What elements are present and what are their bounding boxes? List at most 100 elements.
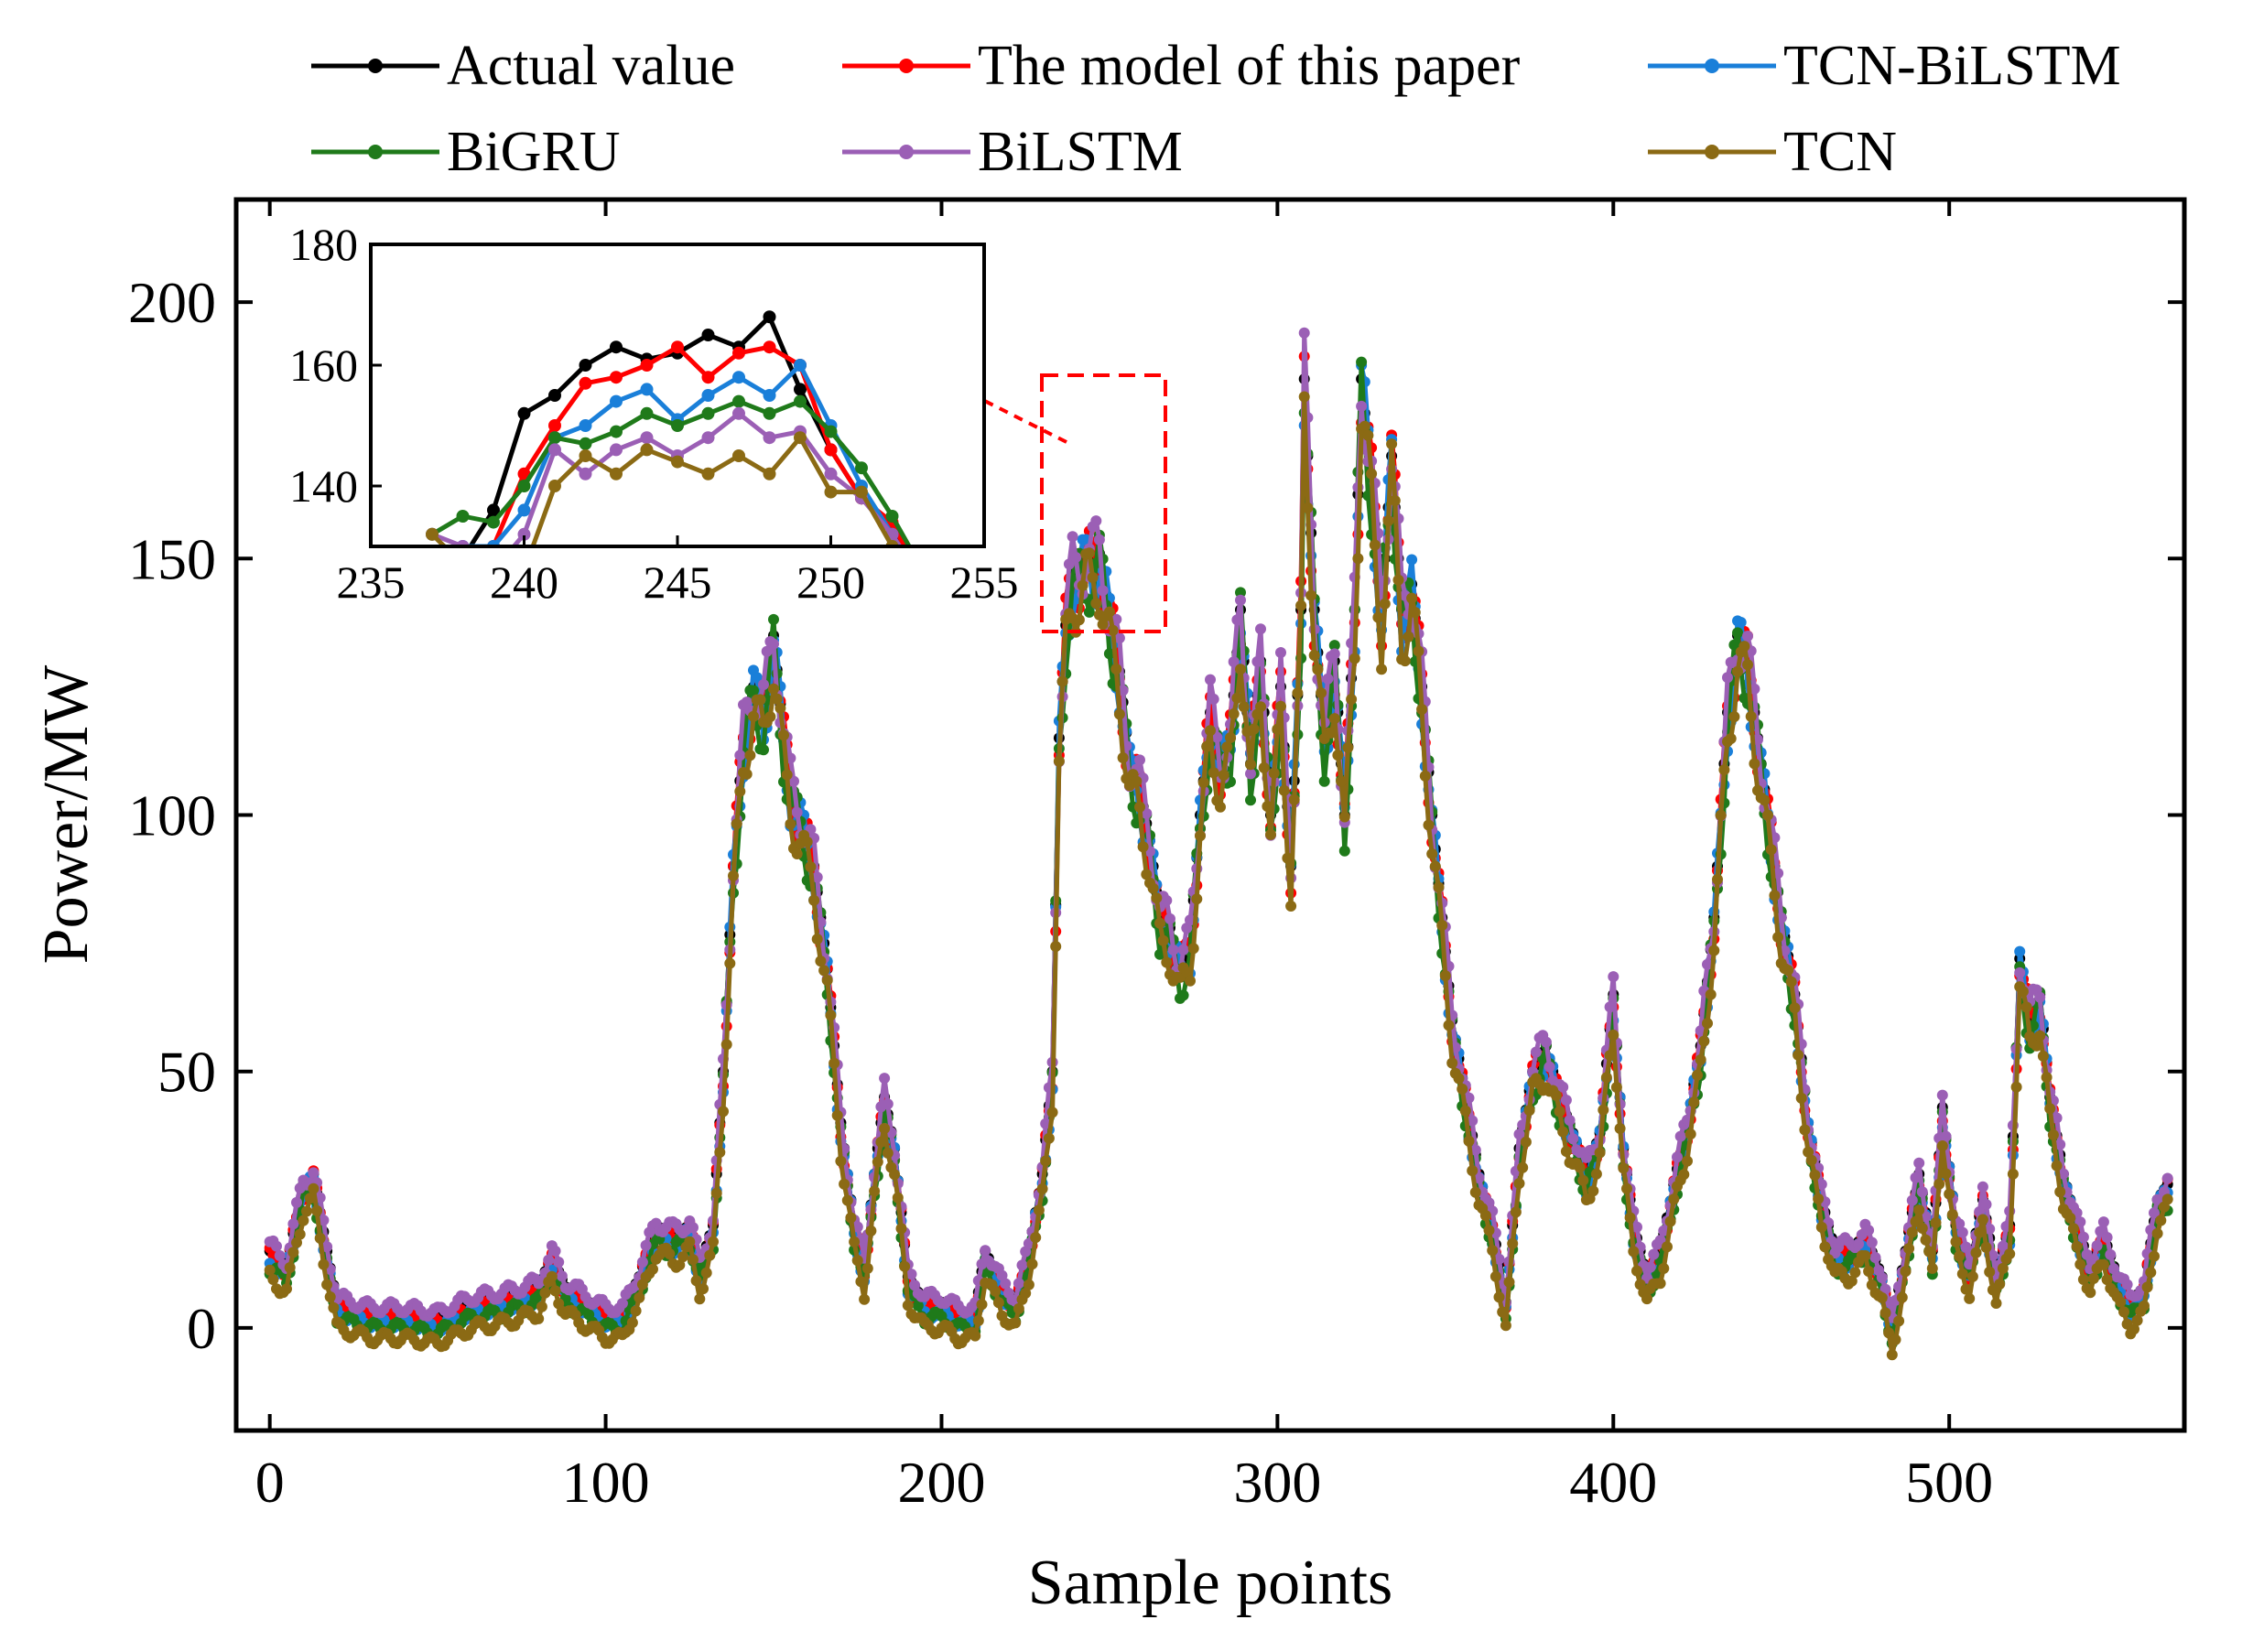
data-point (1013, 1302, 1024, 1314)
data-point (1416, 704, 1428, 715)
data-point (1738, 641, 1750, 653)
data-point (849, 1236, 861, 1247)
data-point (2064, 1212, 2076, 1224)
data-point (1497, 1306, 1509, 1318)
data-point (1672, 1151, 1683, 1163)
data-point (267, 1274, 279, 1285)
data-point (2041, 1072, 2053, 1084)
data-point (1467, 1115, 1479, 1127)
data-point (1235, 594, 1246, 606)
inset-data-point (763, 467, 776, 480)
data-point (1930, 1217, 1942, 1228)
data-point (1429, 860, 1441, 872)
data-point (1809, 1169, 1821, 1181)
data-point (1977, 1181, 1988, 1193)
data-point (1117, 752, 1129, 763)
data-point (1248, 723, 1260, 735)
data-point (1608, 1029, 1619, 1041)
data-point (1567, 1133, 1579, 1145)
data-point (2004, 1248, 2016, 1259)
data-point (1803, 1146, 1814, 1158)
data-point (1590, 1168, 1602, 1180)
data-point (879, 1073, 891, 1085)
data-point (2044, 1103, 2056, 1115)
data-point (1097, 619, 1109, 631)
data-point (1073, 614, 1085, 626)
data-point (1903, 1243, 1915, 1255)
data-point (298, 1215, 309, 1226)
data-point (1594, 1147, 1606, 1159)
data-point (1483, 1225, 1495, 1236)
inset-data-point (732, 346, 745, 360)
data-point (818, 965, 830, 977)
data-point (2115, 1296, 2127, 1308)
inset-data-point (794, 431, 807, 445)
inset-data-point (517, 480, 531, 492)
inset-data-point (426, 527, 439, 541)
inset-data-point (794, 383, 807, 396)
inset-data-point (517, 503, 531, 517)
data-point (1272, 723, 1284, 735)
data-point (872, 1156, 883, 1168)
data-point (2077, 1231, 2089, 1243)
zoom-region-box (1040, 373, 1167, 633)
data-point (1725, 733, 1737, 744)
data-point (748, 710, 759, 722)
legend-swatch-marker (368, 145, 383, 159)
data-point (741, 768, 753, 780)
legend: Actual value The model of this paper TCN-B… (311, 35, 2121, 183)
data-point (2014, 945, 2026, 957)
data-point (1141, 869, 1153, 880)
data-point (1312, 664, 1324, 675)
data-point (2010, 1081, 2022, 1093)
data-point (1131, 775, 1143, 787)
data-point (264, 1264, 276, 1276)
data-point (1403, 631, 1414, 642)
data-point (549, 1285, 561, 1297)
legend-swatch-marker (1705, 145, 1719, 159)
data-point (909, 1279, 921, 1291)
data-point (1913, 1204, 1925, 1216)
data-point (2007, 1168, 2019, 1180)
data-point (1103, 648, 1115, 660)
data-point (1718, 764, 1730, 776)
data-point (1712, 873, 1723, 885)
data-point (553, 1257, 565, 1268)
data-point (1020, 1288, 1032, 1299)
inset-data-point (426, 594, 439, 607)
data-point (1940, 1168, 1952, 1180)
data-point (274, 1250, 286, 1261)
data-point (1936, 1140, 1948, 1151)
data-point (1698, 1035, 1710, 1047)
data-point (2145, 1267, 2157, 1279)
data-point (1443, 1020, 1455, 1031)
data-point (1587, 1185, 1599, 1197)
data-point (889, 1169, 901, 1181)
data-point (1036, 1183, 1048, 1194)
data-point (2097, 1258, 2109, 1270)
data-point (1970, 1247, 1982, 1258)
data-point (1292, 687, 1304, 699)
data-point (1446, 1057, 1458, 1069)
data-point (1208, 693, 1219, 705)
data-point (1382, 515, 1394, 527)
data-point (1258, 761, 1270, 773)
data-point (1920, 1234, 1932, 1246)
inset-data-point (610, 425, 623, 438)
data-point (1362, 429, 1374, 441)
inset-data-point (701, 371, 715, 384)
data-point (1560, 1146, 1572, 1157)
inset-data-point (517, 527, 531, 541)
data-point (1621, 1182, 1632, 1194)
data-point (1997, 1262, 2009, 1274)
data-point (1926, 1262, 1938, 1274)
legend-item-tcn: TCN (1648, 121, 1897, 183)
data-point (815, 956, 827, 967)
data-point (1886, 1349, 1898, 1361)
data-point (2067, 1223, 2079, 1235)
data-point (271, 1240, 282, 1252)
inset-data-point (732, 406, 745, 420)
data-point (1564, 1115, 1576, 1126)
x-tick-label: 200 (897, 1450, 985, 1515)
